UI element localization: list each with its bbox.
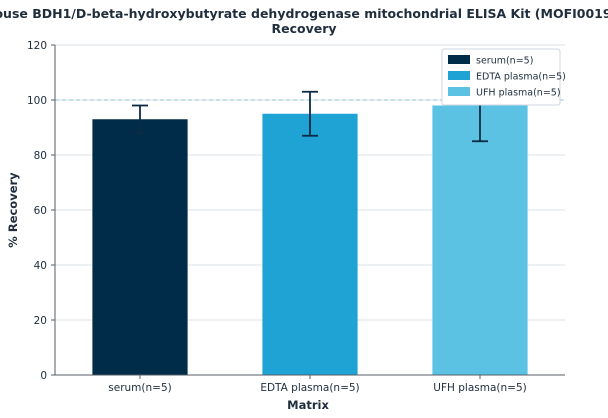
x-tick-label-0: serum(n=5) — [108, 382, 171, 394]
bar-0 — [92, 119, 188, 375]
x-tick-label-1: EDTA plasma(n=5) — [260, 382, 359, 394]
y-tick-label-4: 80 — [34, 150, 47, 162]
legend-swatch-1 — [448, 71, 470, 80]
legend: serum(n=5) EDTA plasma(n=5) UFH plasma(n=5… — [441, 48, 566, 106]
legend-label-2: UFH plasma(n=5) — [476, 88, 561, 99]
y-tick-labels: 0 20 40 60 80 100 120 — [27, 40, 55, 382]
legend-swatch-2 — [448, 87, 470, 96]
x-axis-label: Matrix — [287, 398, 329, 412]
y-tick-label-3: 60 — [34, 205, 47, 217]
x-tick-labels: serum(n=5) EDTA plasma(n=5) UFH plasma(n=5… — [108, 375, 527, 394]
legend-label-1: EDTA plasma(n=5) — [476, 72, 566, 83]
legend-box — [441, 48, 561, 106]
y-tick-label-6: 120 — [27, 40, 47, 52]
chart-title-line1: Mouse BDH1/D-beta-hydroxybutyrate dehydr… — [0, 6, 608, 21]
legend-swatch-0 — [448, 55, 470, 64]
y-tick-label-1: 20 — [34, 315, 47, 327]
y-tick-label-2: 40 — [34, 260, 47, 272]
bar-1 — [262, 113, 358, 375]
legend-label-0: serum(n=5) — [476, 56, 533, 67]
bars — [92, 105, 528, 375]
chart-title-line2: Recovery — [271, 21, 336, 36]
y-tick-label-5: 100 — [27, 95, 47, 107]
x-tick-label-2: UFH plasma(n=5) — [433, 382, 526, 394]
y-tick-label-0: 0 — [40, 370, 47, 382]
bar-2 — [432, 105, 528, 375]
y-axis-label: % Recovery — [6, 172, 20, 248]
